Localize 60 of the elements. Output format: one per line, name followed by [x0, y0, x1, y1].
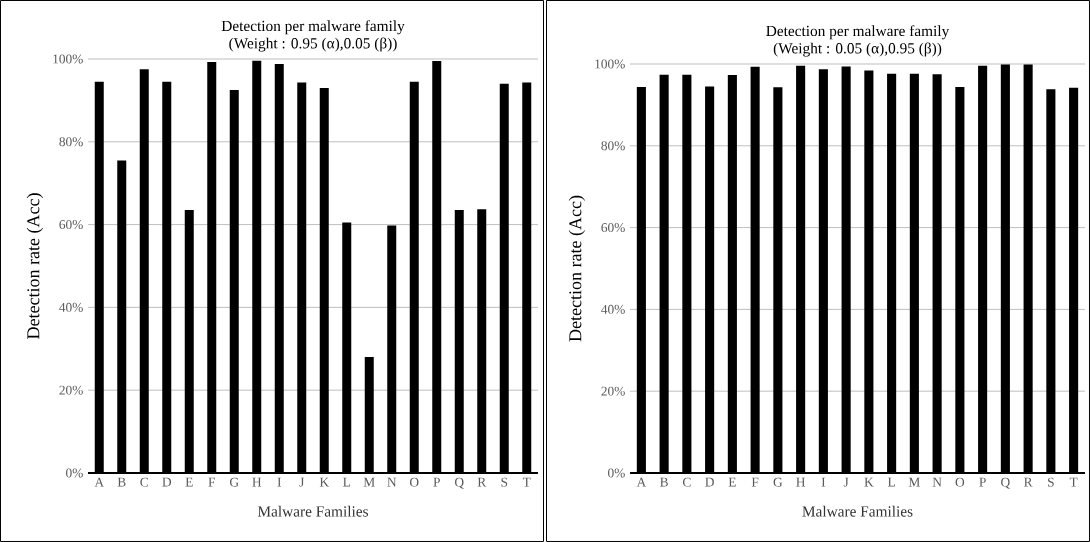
x-tick-label: G [773, 477, 783, 487]
y-tick-label: 40% [59, 302, 83, 312]
y-axis-title: Detection rate (Acc) [26, 193, 44, 339]
y-axis-title: Detection rate (Acc) [568, 195, 586, 342]
x-tick-label: I [821, 477, 826, 487]
y-tick-label: 100% [595, 59, 625, 69]
x-tick-label: M [363, 477, 375, 487]
x-tick-label: O [955, 477, 965, 487]
x-axis-title: Malware Families [257, 505, 369, 517]
x-tick-label: J [299, 477, 305, 487]
x-tick-label: M [908, 477, 920, 487]
x-tick-label: N [932, 477, 942, 487]
x-tick-label: Q [454, 477, 464, 489]
x-tick-label: S [1048, 477, 1054, 487]
y-tick-label: 100% [53, 54, 83, 64]
y-tick-label: 80% [59, 137, 83, 147]
x-tick-label: S [501, 477, 508, 487]
x-tick-label: K [319, 477, 329, 487]
x-tick-label: B [660, 477, 668, 487]
x-tick-label: A [636, 477, 647, 487]
y-tick-label: 60% [601, 223, 625, 233]
x-tick-label: P [433, 477, 440, 487]
x-tick-label: L [343, 477, 351, 487]
x-tick-label: C [682, 477, 691, 487]
x-tick-label: I [277, 477, 282, 487]
x-tick-label: T [522, 477, 531, 487]
y-tick-label: 0% [66, 468, 83, 478]
x-tick-label: K [864, 477, 874, 487]
y-tick-label: 20% [59, 385, 83, 395]
x-tick-label: E [185, 477, 193, 487]
x-tick-label: D [705, 477, 714, 487]
x-tick-label: R [477, 477, 487, 487]
x-tick-label: A [94, 477, 104, 487]
x-tick-label: F [751, 477, 759, 487]
x-tick-label: Q [1001, 477, 1010, 489]
x-tick-label: F [208, 477, 215, 487]
y-tick-label: 20% [601, 386, 625, 396]
x-tick-label: D [162, 477, 172, 487]
x-tick-label: J [843, 477, 849, 487]
x-tick-label: P [979, 477, 986, 487]
x-tick-label: T [1069, 477, 1078, 487]
chart-title: Detection per malware family [766, 25, 950, 40]
x-tick-label: H [252, 477, 262, 487]
y-tick-label: 0% [608, 468, 625, 478]
x-tick-label: O [409, 477, 419, 487]
y-tick-label: 60% [59, 220, 83, 230]
y-tick-label: 80% [601, 141, 625, 151]
x-tick-label: R [1024, 477, 1033, 487]
chart-subtitle: (Weight : 0.95 (α),0.05 (β)) [229, 37, 397, 52]
x-tick-label: E [728, 477, 736, 487]
x-tick-label: N [387, 477, 397, 487]
x-tick-label: L [887, 477, 895, 487]
x-tick-label: G [229, 477, 239, 487]
x-axis-title: Malware Families [802, 505, 913, 517]
chart-subtitle: (Weight : 0.05 (α),0.95 (β)) [773, 42, 942, 57]
x-tick-label: B [117, 477, 126, 487]
chart-title: Detection per malware family [221, 20, 405, 35]
y-tick-label: 40% [601, 304, 625, 314]
x-tick-label: C [140, 477, 148, 487]
x-tick-label: H [796, 477, 806, 487]
